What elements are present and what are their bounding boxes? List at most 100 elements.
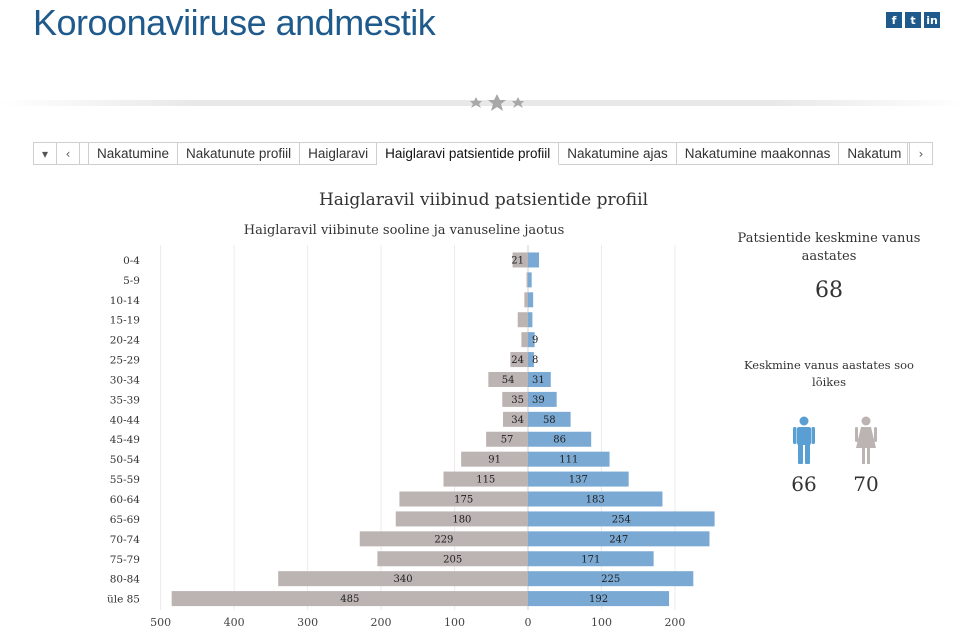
category-label: 70-74 <box>110 534 141 546</box>
male-data-label: 58 <box>543 415 556 426</box>
ornament-icon <box>470 94 524 111</box>
x-tick-label: 100 <box>591 616 612 627</box>
pyramid-chart: 500 400 300 200 100 0 100 200 0-4 21 5-9 10-14 15-19… <box>107 245 715 627</box>
female-bar <box>524 292 528 308</box>
category-label: 55-59 <box>110 474 140 486</box>
male-data-label: 137 <box>569 475 588 486</box>
female-data-label: 340 <box>394 574 413 585</box>
category-label: 20-24 <box>110 335 141 347</box>
category-label: 80-84 <box>110 574 141 586</box>
male-data-label: 31 <box>532 375 545 386</box>
tab-spacer <box>80 143 89 164</box>
female-bar <box>526 272 528 288</box>
tab-haiglaravi-patsientide-profiil[interactable]: Haiglaravi patsientide profiil <box>377 143 560 165</box>
male-data-label: 192 <box>589 594 608 605</box>
male-data-label: 111 <box>559 455 578 466</box>
category-label: 50-54 <box>110 454 141 466</box>
female-bar <box>377 551 528 567</box>
male-avg-value: 66 <box>791 472 817 496</box>
facebook-icon[interactable]: f <box>886 12 902 28</box>
female-data-label: 115 <box>476 475 495 486</box>
tab-haiglaravi[interactable]: Haiglaravi <box>300 143 378 164</box>
male-data-label: 254 <box>612 514 631 525</box>
tab-nakatumine-ajas[interactable]: Nakatumine ajas <box>559 143 677 164</box>
avg-by-sex-label: Keskmine vanus aastates soo lõikes <box>744 358 914 389</box>
tab-nakatunute-profiil[interactable]: Nakatunute profiil <box>178 143 301 164</box>
tab-next-chevron-right-icon[interactable]: › <box>909 143 932 164</box>
x-tick-label: 500 <box>150 616 171 627</box>
female-bar <box>395 511 528 527</box>
female-data-label: 91 <box>488 455 501 466</box>
female-bar <box>359 531 528 547</box>
female-data-label: 57 <box>501 435 514 446</box>
female-bar <box>443 471 528 487</box>
male-bar <box>528 332 535 348</box>
category-label: 75-79 <box>110 554 140 566</box>
female-data-label: 54 <box>502 375 515 386</box>
female-bar <box>488 371 528 387</box>
female-bar <box>502 391 528 407</box>
tab-nakatum[interactable]: Nakatum <box>839 143 909 164</box>
male-bar <box>528 312 533 328</box>
avg-age-label: Patsientide keskmine vanus aastates <box>737 231 921 264</box>
category-label: üle 85 <box>107 594 140 606</box>
female-data-label: 34 <box>511 415 524 426</box>
category-label: 45-49 <box>110 434 140 446</box>
x-tick-label: 0 <box>525 616 532 627</box>
male-bar <box>528 511 715 527</box>
chart-title: Haiglaravil viibinud patsientide profiil <box>318 190 649 210</box>
category-label: 25-29 <box>110 355 140 367</box>
male-bar <box>528 252 540 268</box>
male-data-label: 247 <box>609 534 628 545</box>
male-bar <box>528 391 557 407</box>
male-data-label: 9 <box>532 335 538 346</box>
male-bar <box>528 411 571 427</box>
male-bar <box>528 292 534 308</box>
social-links: f t in <box>886 12 940 28</box>
male-data-label: 86 <box>553 435 566 446</box>
avg-age-value: 68 <box>815 278 843 303</box>
male-bar <box>528 571 694 587</box>
male-bar <box>528 272 532 288</box>
male-bar <box>528 471 629 487</box>
tab-menu-chevron-down-icon[interactable]: ▾ <box>34 143 57 164</box>
category-label: 15-19 <box>110 315 140 327</box>
male-bar <box>528 551 654 567</box>
female-bar <box>521 332 528 348</box>
female-data-label: 35 <box>511 395 524 406</box>
female-data-label: 180 <box>452 514 471 525</box>
linkedin-icon[interactable]: in <box>924 12 940 28</box>
female-data-label: 175 <box>454 495 473 506</box>
tab-bar: ▾ ‹ Nakatumine Nakatunute profiil Haigla… <box>33 142 933 165</box>
male-figure-icon <box>793 416 815 464</box>
female-data-label: 21 <box>511 255 524 266</box>
category-label: 65-69 <box>110 514 140 526</box>
tab-nakatumine[interactable]: Nakatumine <box>89 143 179 164</box>
category-label: 5-9 <box>123 275 140 287</box>
female-bar <box>517 312 528 328</box>
male-data-label: 8 <box>532 355 538 366</box>
female-bar <box>171 591 528 607</box>
male-bar <box>528 491 663 507</box>
male-bar <box>528 591 670 607</box>
twitter-icon[interactable]: t <box>905 12 921 28</box>
female-avg-value: 70 <box>853 472 879 496</box>
category-label: 10-14 <box>110 295 141 307</box>
x-tick-label: 200 <box>371 616 392 627</box>
header-divider <box>0 100 967 106</box>
male-bar <box>528 352 534 368</box>
category-label: 30-34 <box>110 374 141 386</box>
tab-nakatumine-maakonnas[interactable]: Nakatumine maakonnas <box>677 143 840 164</box>
female-data-label: 24 <box>511 355 524 366</box>
category-label: 60-64 <box>110 494 141 506</box>
female-bar <box>461 451 528 467</box>
female-figure-icon <box>855 416 877 464</box>
female-bar <box>278 571 528 587</box>
x-tick-label: 200 <box>664 616 685 627</box>
female-data-label: 205 <box>443 554 462 565</box>
tab-prev-chevron-left-icon[interactable]: ‹ <box>57 143 80 164</box>
x-tick-label: 100 <box>444 616 465 627</box>
female-bar <box>486 431 528 447</box>
category-label: 40-44 <box>110 414 141 426</box>
category-label: 35-39 <box>110 394 140 406</box>
